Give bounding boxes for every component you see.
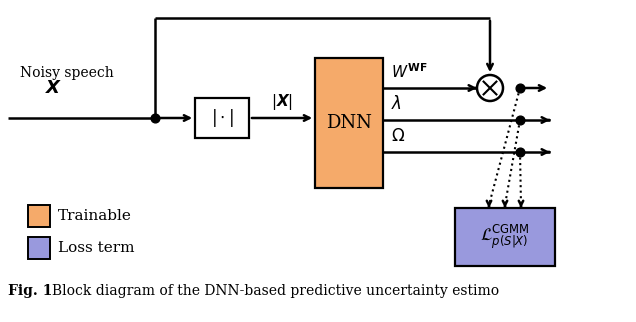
Text: $W^{\mathbf{WF}}$: $W^{\mathbf{WF}}$	[391, 62, 427, 81]
Text: Loss term: Loss term	[58, 241, 134, 255]
Text: DNN: DNN	[326, 114, 372, 132]
Text: $|\boldsymbol{X}|$: $|\boldsymbol{X}|$	[271, 92, 293, 112]
Text: Trainable: Trainable	[58, 209, 132, 223]
Text: $\Omega$: $\Omega$	[391, 127, 405, 145]
FancyBboxPatch shape	[195, 98, 249, 138]
Text: Fig. 1: Fig. 1	[8, 284, 52, 298]
Text: $\boldsymbol{X}$: $\boldsymbol{X}$	[45, 79, 62, 97]
Text: $\lambda$: $\lambda$	[391, 95, 402, 113]
FancyBboxPatch shape	[315, 58, 383, 188]
FancyBboxPatch shape	[455, 208, 555, 266]
Text: $\mathcal{L}_{p(S|X)}^{\mathrm{CGMM}}$: $\mathcal{L}_{p(S|X)}^{\mathrm{CGMM}}$	[480, 223, 530, 251]
Text: Block diagram of the DNN-based predictive uncertainty estimo: Block diagram of the DNN-based predictiv…	[52, 284, 499, 298]
FancyBboxPatch shape	[28, 237, 50, 259]
FancyBboxPatch shape	[28, 205, 50, 227]
Text: $|\cdot|$: $|\cdot|$	[211, 107, 233, 129]
Text: Noisy speech: Noisy speech	[20, 66, 114, 80]
